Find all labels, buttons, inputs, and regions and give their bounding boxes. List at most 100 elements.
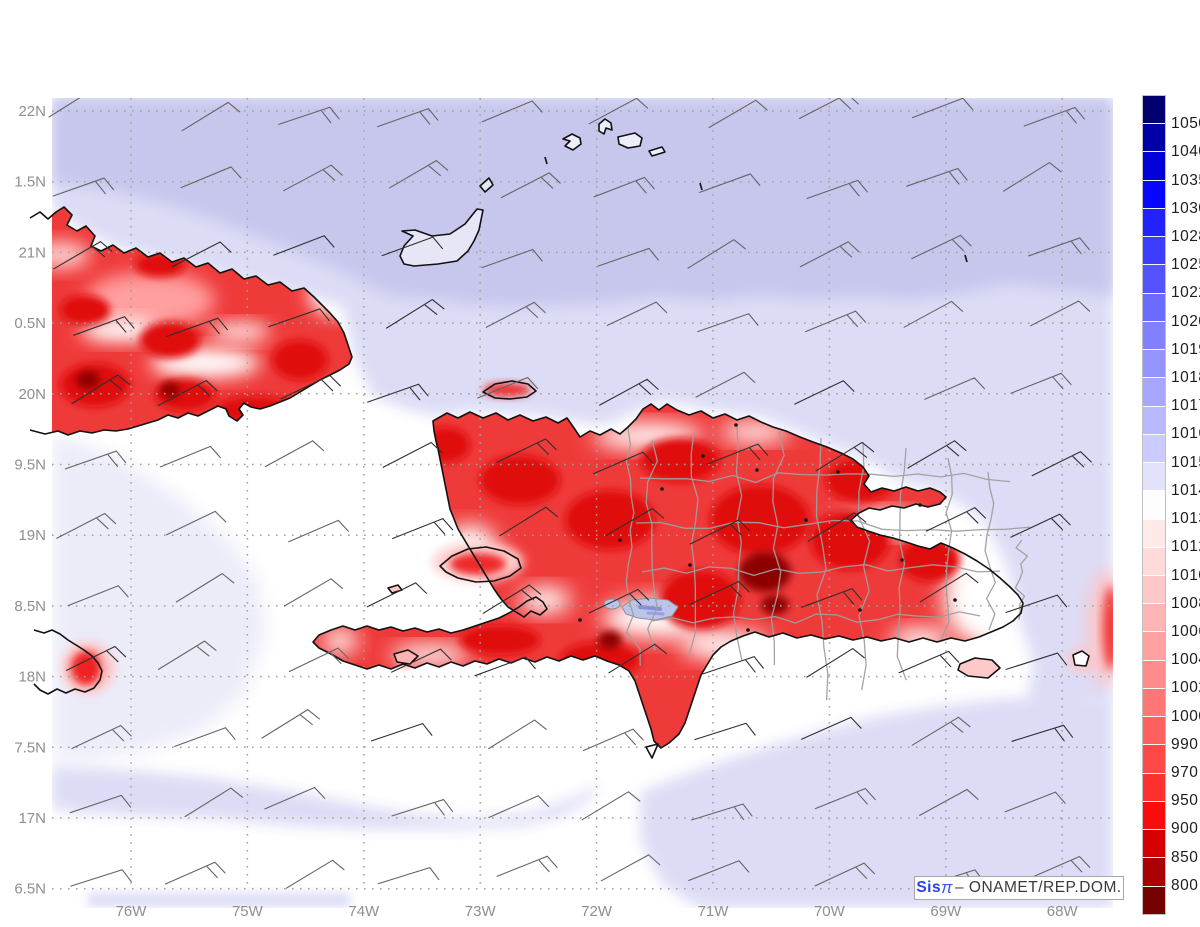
- wind-barb: [285, 859, 345, 889]
- lake-enriquillo: [603, 597, 679, 621]
- wind-barb: [924, 377, 986, 400]
- lat-tick-label: 1.5N: [14, 174, 46, 191]
- colorbar-tick-label: 1015: [1171, 453, 1200, 471]
- wind-barb: [366, 582, 427, 608]
- colorbar-cell: [1143, 773, 1165, 802]
- colorbar-tick-label: 1008: [1171, 594, 1200, 612]
- coastline-ile-a-vache: [393, 649, 419, 665]
- colorbar-cell: [1143, 434, 1165, 464]
- wind-barb: [690, 803, 753, 821]
- colorbar-cell: [1143, 801, 1165, 831]
- colorbar-cell: [1143, 237, 1165, 266]
- wind-barb: [588, 98, 649, 125]
- wind-barb: [689, 519, 750, 545]
- wind-barb: [605, 507, 665, 537]
- colorbar-tick-label: 1050: [1171, 115, 1200, 133]
- lat-tick-label: 18N: [18, 669, 46, 686]
- wind-barb: [180, 166, 242, 189]
- wind-barb: [71, 374, 130, 405]
- colorbar-cell: [1143, 717, 1165, 746]
- coastline-saona: [957, 657, 1001, 679]
- wind-barb: [184, 787, 244, 818]
- wind-barb: [1023, 106, 1085, 127]
- coastline-beata: [645, 743, 659, 759]
- wind-barb: [166, 317, 228, 337]
- wind-barb: [496, 438, 557, 463]
- wind-barb: [278, 106, 340, 125]
- wind-barb: [392, 518, 454, 540]
- wind-barb: [1028, 237, 1090, 257]
- colorbar-tick-label: 900: [1171, 820, 1199, 838]
- coastline-jamaica: [33, 629, 103, 695]
- lon-tick-label: 75W: [232, 903, 264, 920]
- colorbar-cell: [1143, 463, 1165, 492]
- lon-tick-label: 72W: [581, 903, 613, 920]
- wind-barb: [806, 179, 868, 200]
- colorbar-tick-label: 990: [1171, 735, 1199, 753]
- wind-barb: [481, 248, 543, 269]
- colorbar-tick-label: 1019: [1171, 340, 1200, 358]
- wind-barb: [377, 108, 439, 128]
- colorbar-tick-label: 1016: [1171, 425, 1200, 443]
- colorbar-cell: [1143, 519, 1165, 548]
- wind-barb: [264, 440, 325, 468]
- wind-barb: [48, 98, 108, 118]
- colorbar-cell: [1143, 378, 1165, 407]
- lat-tick-label: 22N: [18, 103, 46, 120]
- colorbar-cell: [1143, 858, 1165, 887]
- colorbar-tick-label: 1013: [1171, 510, 1200, 528]
- wind-barb: [919, 572, 979, 603]
- wind-barb: [500, 172, 561, 199]
- wind-barb: [689, 580, 750, 606]
- wind-barb: [911, 98, 974, 119]
- colorbar-tick-label: 1006: [1171, 622, 1200, 640]
- wind-barb: [391, 799, 454, 817]
- wind-barb: [485, 301, 546, 328]
- colorbar-tick-label: 1010: [1171, 566, 1200, 584]
- wind-barb: [898, 650, 960, 674]
- colorbar-cell: [1143, 830, 1165, 859]
- colorbar-cell: [1143, 96, 1165, 125]
- colorbar-cell: [1143, 208, 1165, 238]
- colorbar-tick-label: 1012: [1171, 538, 1200, 556]
- wind-barb: [699, 173, 761, 193]
- colorbar-tick-label: 1025: [1171, 256, 1200, 274]
- wind-barb: [377, 867, 440, 885]
- wind-barb: [385, 299, 445, 329]
- lat-tick-label: 21N: [18, 244, 46, 261]
- colorbar-tick-label: 1004: [1171, 651, 1200, 669]
- pressure-colorbar: [1142, 95, 1166, 915]
- colorbar-tick-label: 1022: [1171, 284, 1200, 302]
- lon-tick-label: 68W: [1047, 903, 1079, 920]
- wind-barb: [181, 101, 241, 132]
- wind-barb: [73, 316, 135, 336]
- wind-barb: [800, 588, 863, 608]
- colorbar-tick-label: 1000: [1171, 707, 1200, 725]
- wind-barb: [474, 656, 536, 677]
- wind-barb: [919, 788, 979, 816]
- colorbar-tick-label: 850: [1171, 848, 1199, 866]
- colorbar-cell: [1143, 632, 1165, 661]
- wind-barb: [1030, 300, 1091, 327]
- wind-barb: [702, 656, 764, 675]
- coastline-caicos: [562, 133, 582, 151]
- coastline-tortuga: [482, 380, 537, 400]
- wind-barb: [288, 519, 349, 543]
- wind-barb: [814, 862, 876, 887]
- wind-barb: [599, 378, 659, 406]
- wind-barb: [67, 585, 129, 607]
- wind-barb: [283, 164, 343, 192]
- colorbar-tick-label: 1030: [1171, 199, 1200, 217]
- lat-tick-label: 6.5N: [14, 881, 46, 898]
- coastline-great-inagua: [399, 208, 484, 267]
- colorbar-tick-label: 1014: [1171, 481, 1200, 499]
- wind-barb: [1029, 855, 1091, 879]
- wind-barb: [807, 512, 867, 542]
- coastline-little-inagua: [479, 177, 494, 193]
- coastlines: [29, 118, 1090, 759]
- lon-tick-label: 70W: [814, 903, 846, 920]
- wind-barb: [280, 374, 341, 400]
- wind-barb: [593, 176, 655, 198]
- colorbar-cell: [1143, 152, 1165, 181]
- wind-barb: [800, 716, 862, 740]
